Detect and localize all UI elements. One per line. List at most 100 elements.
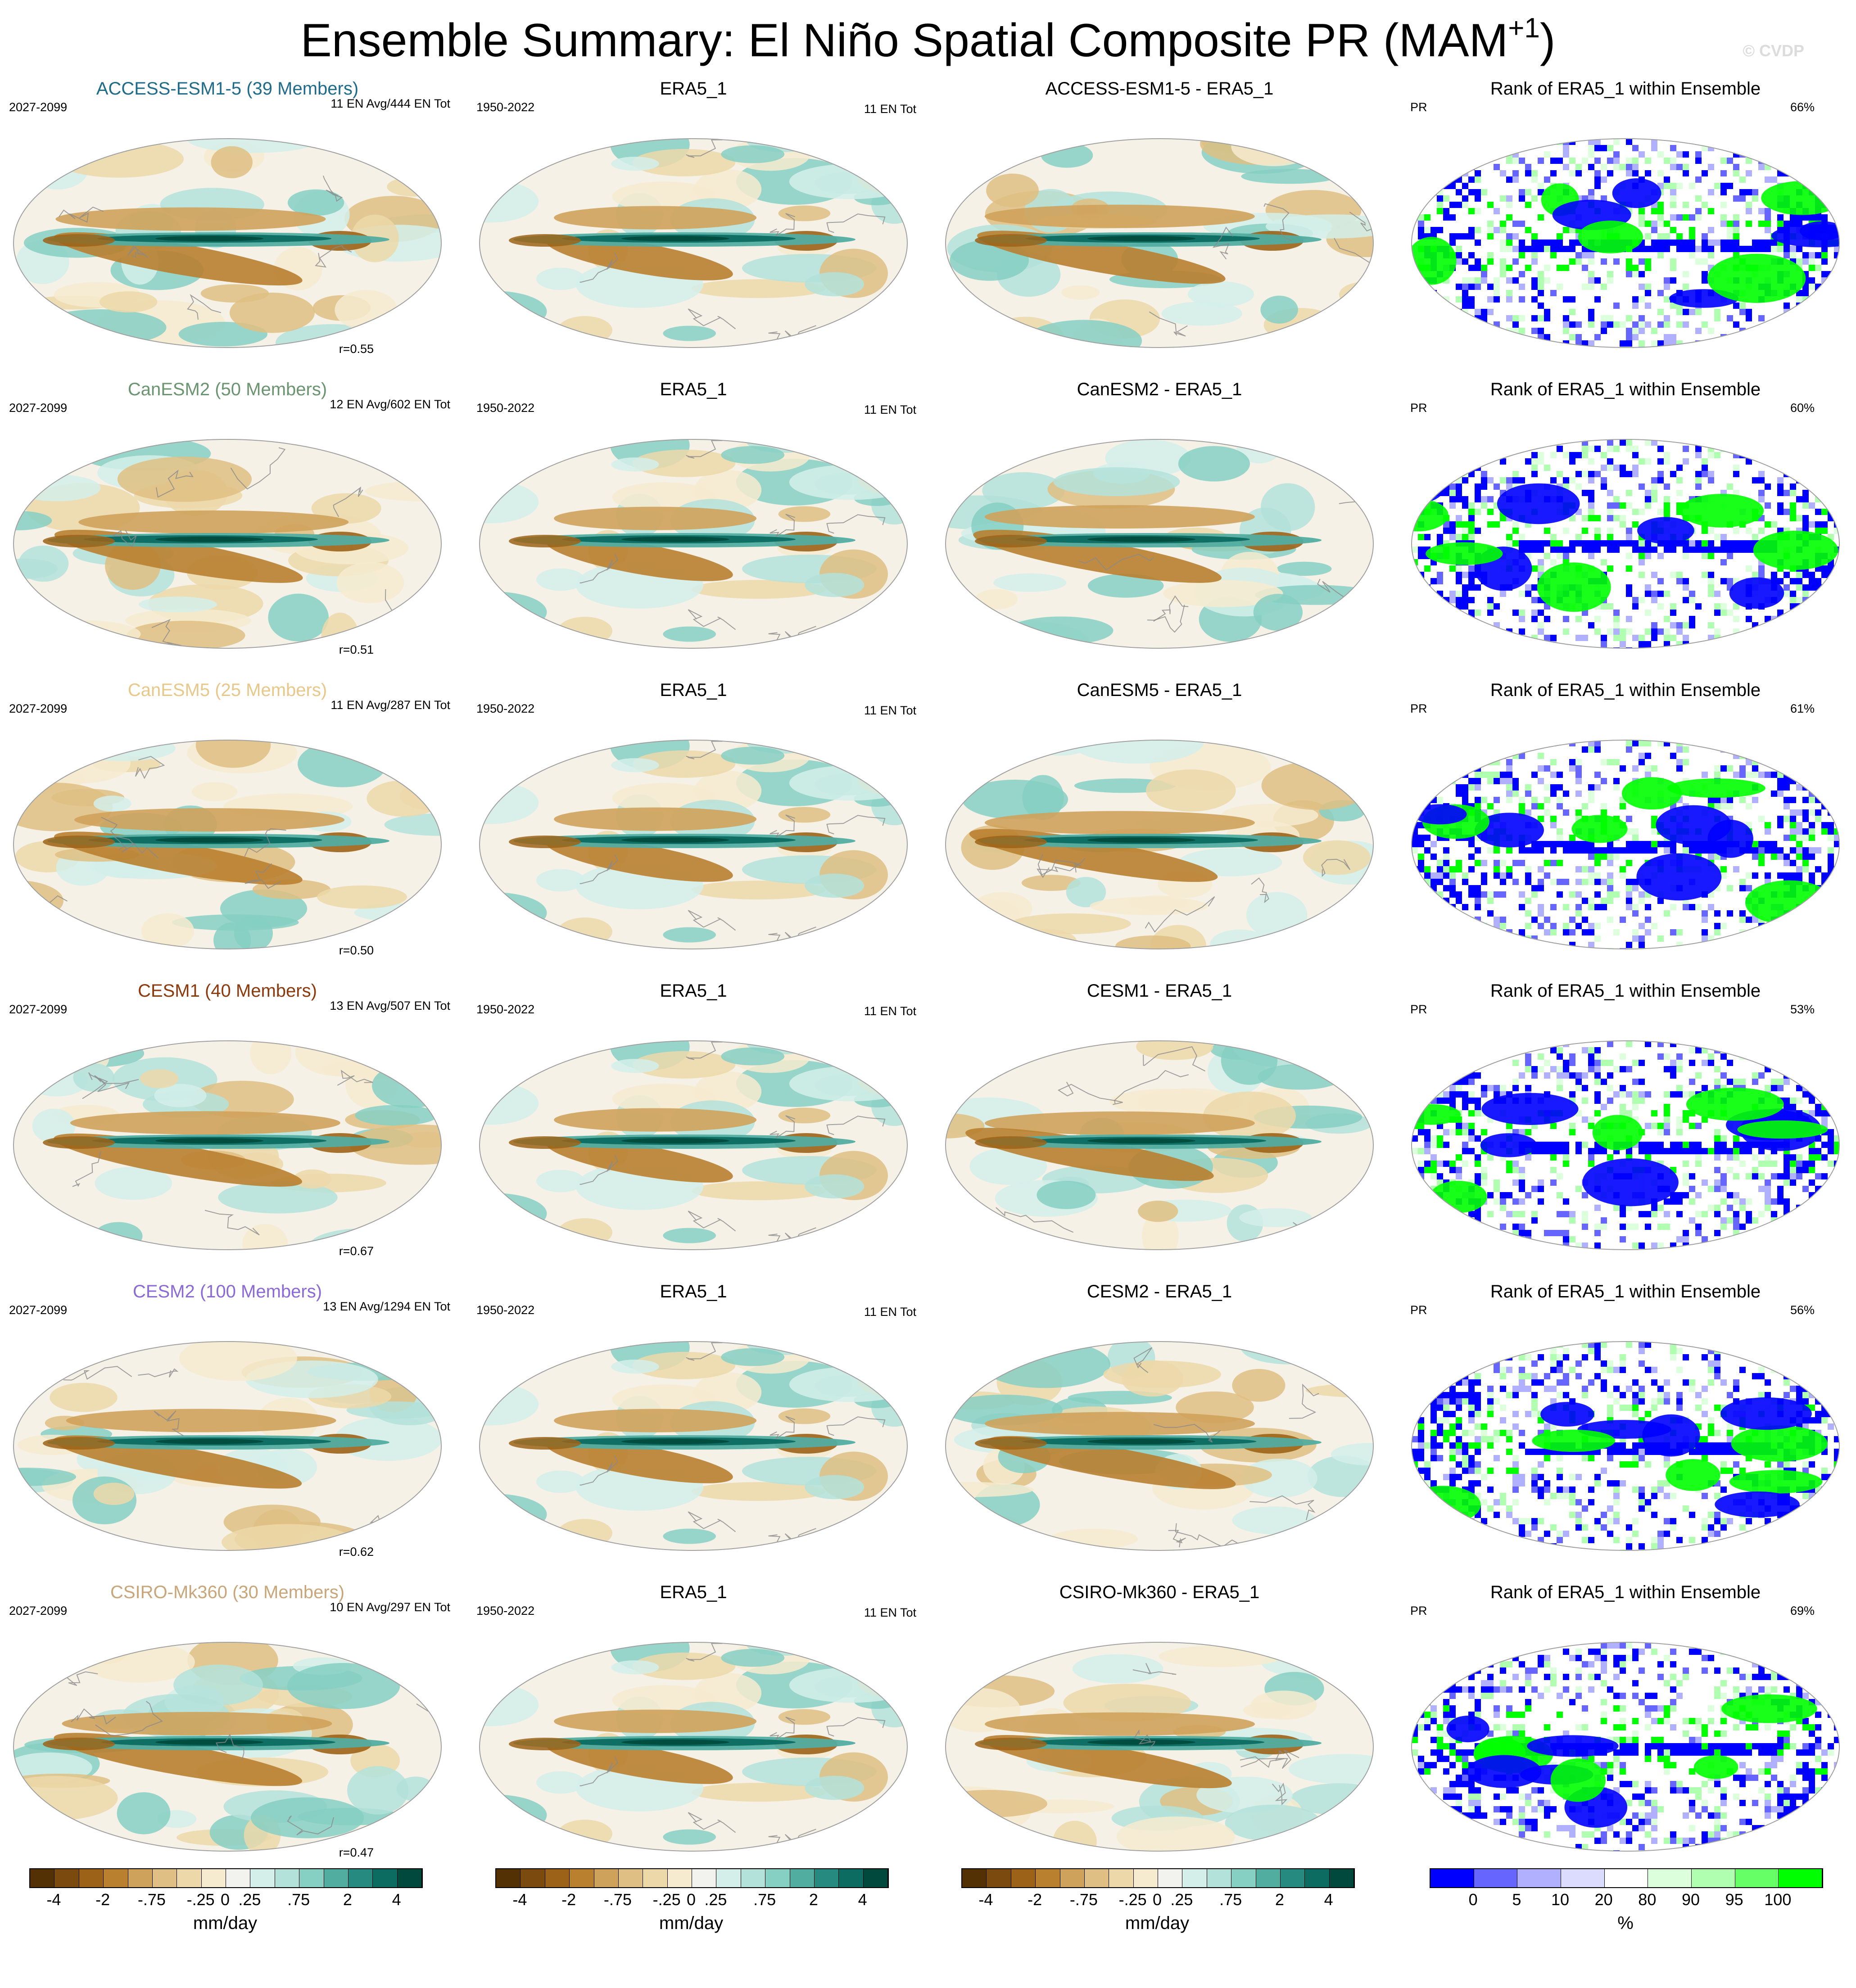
rank-map-6	[1411, 1642, 1840, 1852]
colorbar-swatch	[643, 1869, 668, 1887]
model-years: 2027-2099	[9, 100, 68, 114]
rank-variable-label: PR	[1410, 1003, 1427, 1016]
colorbar-swatch	[226, 1869, 251, 1887]
pattern-correlation: r=0.51	[339, 643, 374, 656]
model-event-count: 12 EN Avg/602 EN Tot	[330, 398, 450, 411]
obs-composite-map-4	[479, 1040, 908, 1250]
difference-map-1	[945, 138, 1374, 348]
diff-panel-title: CanESM5 - ERA5_1	[1077, 680, 1242, 700]
colorbar-tick-label: 0	[686, 1890, 696, 1909]
colorbar-tick-label: .25	[1170, 1890, 1193, 1909]
model-composite-map-4	[13, 1040, 442, 1250]
colorbar-swatch	[545, 1869, 570, 1887]
colorbar-swatch	[716, 1869, 741, 1887]
page-title: Ensemble Summary: El Niño Spatial Compos…	[300, 13, 1556, 67]
colorbar-tick-label: .25	[704, 1890, 727, 1909]
obs-event-count: 11 EN Tot	[864, 1606, 916, 1619]
colorbar-tick-label: -4	[46, 1890, 61, 1909]
pr-colorbar-diff	[961, 1868, 1355, 1888]
colorbar-swatch	[863, 1869, 888, 1887]
pattern-correlation: r=0.55	[339, 342, 374, 356]
obs-years: 1950-2022	[476, 702, 535, 715]
model-composite-map-6	[13, 1642, 442, 1852]
colorbar-swatch	[618, 1869, 643, 1887]
colorbar-swatch	[79, 1869, 104, 1887]
rank-percent: 66%	[1790, 100, 1815, 114]
colorbar-swatch	[1604, 1869, 1648, 1887]
rank-percent: 60%	[1790, 401, 1815, 415]
colorbar-tick-label: -.25	[652, 1890, 681, 1909]
obs-years: 1950-2022	[476, 1604, 535, 1618]
model-event-count: 11 EN Avg/444 EN Tot	[330, 97, 450, 110]
colorbar-swatch	[692, 1869, 717, 1887]
model-event-count: 10 EN Avg/297 EN Tot	[330, 1600, 450, 1614]
colorbar-tick-label: 20	[1594, 1890, 1613, 1909]
colorbar-swatch	[594, 1869, 619, 1887]
diff-panel-title: CanESM2 - ERA5_1	[1077, 380, 1242, 399]
model-event-count: 13 EN Avg/1294 EN Tot	[323, 1300, 450, 1313]
colorbar-tick-label: -4	[978, 1890, 993, 1909]
model-panel-title: CanESM5 (25 Members)	[127, 680, 327, 700]
colorbar-tick-label: -2	[561, 1890, 576, 1909]
rank-percent: 53%	[1790, 1003, 1815, 1016]
model-panel-title: CSIRO-Mk360 (30 Members)	[110, 1582, 345, 1602]
rank-panel-title: Rank of ERA5_1 within Ensemble	[1490, 79, 1761, 99]
colorbar-tick-label: 5	[1512, 1890, 1521, 1909]
colorbar-swatch	[30, 1869, 55, 1887]
rank-map-3	[1411, 740, 1840, 949]
colorbar-swatch	[152, 1869, 177, 1887]
colorbar-swatch	[1256, 1869, 1281, 1887]
colorbar-tick-label: 90	[1681, 1890, 1700, 1909]
model-event-count: 11 EN Avg/287 EN Tot	[330, 698, 450, 712]
rank-variable-label: PR	[1410, 702, 1427, 715]
colorbar-swatch	[54, 1869, 79, 1887]
colorbar-tick-label: 95	[1725, 1890, 1743, 1909]
pr-colorbar-model	[29, 1868, 423, 1888]
colorbar-tick-label: 80	[1638, 1890, 1657, 1909]
colorbar-tick-label: 0	[220, 1890, 230, 1909]
rank-variable-label: PR	[1410, 1604, 1427, 1618]
obs-composite-map-6	[479, 1642, 908, 1852]
model-years: 2027-2099	[9, 1604, 68, 1618]
obs-panel-title: ERA5_1	[660, 1582, 727, 1602]
model-panel-title: CanESM2 (50 Members)	[127, 380, 327, 399]
colorbar-swatch	[790, 1869, 815, 1887]
obs-composite-map-1	[479, 138, 908, 348]
pr-colorbar-obs	[495, 1868, 889, 1888]
colorbar-swatch	[1474, 1869, 1518, 1887]
obs-panel-title: ERA5_1	[660, 981, 727, 1001]
colorbar-swatch	[1060, 1869, 1085, 1887]
rank-map-1	[1411, 138, 1840, 348]
rank-map-2	[1411, 439, 1840, 649]
difference-map-2	[945, 439, 1374, 649]
colorbar-tick-label: -.75	[1069, 1890, 1098, 1909]
colorbar-swatch	[1779, 1869, 1823, 1887]
model-panel-title: CESM1 (40 Members)	[138, 981, 317, 1001]
obs-event-count: 11 EN Tot	[864, 102, 916, 116]
colorbar-swatch	[741, 1869, 766, 1887]
pattern-correlation: r=0.67	[339, 1244, 374, 1258]
colorbar-swatch	[104, 1869, 128, 1887]
rank-variable-label: PR	[1410, 1303, 1427, 1317]
colorbar-swatch	[1648, 1869, 1692, 1887]
colorbar-swatch	[1561, 1869, 1605, 1887]
colorbar-tick-label: .75	[287, 1890, 310, 1909]
colorbar-swatch	[373, 1869, 398, 1887]
colorbar-swatch	[570, 1869, 594, 1887]
colorbar-swatch	[765, 1869, 790, 1887]
colorbar-tick-label: 0	[1152, 1890, 1162, 1909]
colorbar-swatch	[1182, 1869, 1207, 1887]
colorbar-swatch	[1329, 1869, 1354, 1887]
obs-panel-title: ERA5_1	[660, 680, 727, 700]
colorbar-tick-label: -2	[1028, 1890, 1042, 1909]
model-event-count: 13 EN Avg/507 EN Tot	[330, 999, 450, 1012]
colorbar-swatch	[962, 1869, 987, 1887]
colorbar-units: mm/day	[193, 1913, 258, 1933]
model-years: 2027-2099	[9, 401, 68, 415]
colorbar-swatch	[814, 1869, 839, 1887]
model-years: 2027-2099	[9, 1303, 68, 1317]
obs-event-count: 11 EN Tot	[864, 1004, 916, 1018]
colorbar-tick-label: 2	[809, 1890, 818, 1909]
model-composite-map-3	[13, 740, 442, 949]
rank-colorbar	[1430, 1868, 1823, 1888]
